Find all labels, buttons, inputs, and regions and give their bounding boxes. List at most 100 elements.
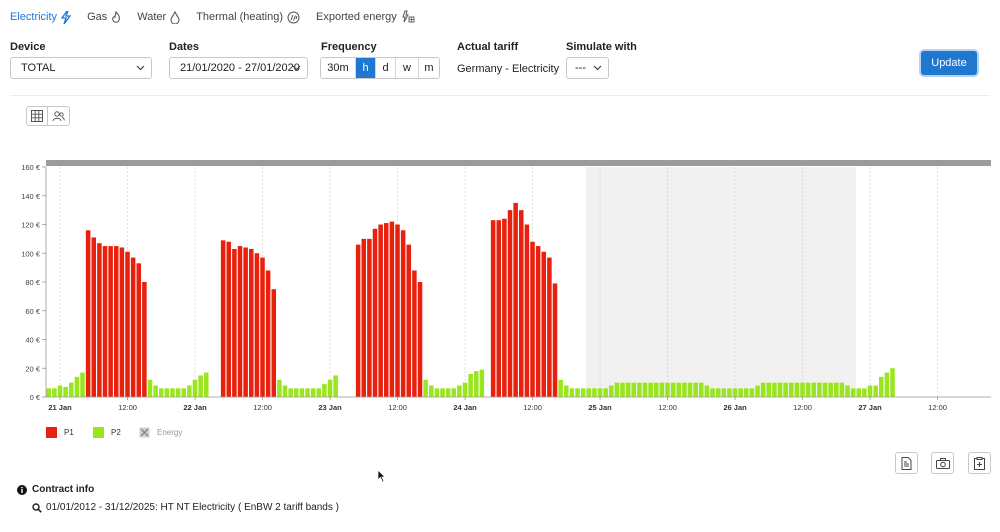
frequency-m[interactable]: m [424, 62, 434, 74]
bar-p1 [91, 237, 97, 397]
bar-p2 [693, 382, 698, 397]
frequency-d[interactable]: d [376, 58, 396, 78]
tab-electricity[interactable]: Electricity [10, 10, 72, 24]
x-tick-label: 21 Jan [48, 403, 72, 412]
tab-thermal[interactable]: Thermal (heating) [196, 10, 300, 24]
frequency-30m[interactable]: 30m [321, 58, 356, 78]
export-document-button[interactable] [895, 452, 918, 474]
device-select[interactable]: TOTAL [10, 57, 152, 79]
legend-p2[interactable]: P2 [93, 427, 121, 438]
consumption-chart: 0 € 20 € 40 € 60 € 80 € 100 € 120 € 140 € 160 € 2… [21, 160, 991, 412]
y-tick-label: 120 € [21, 221, 41, 230]
bar-p1 [136, 263, 142, 397]
bar-p2 [654, 382, 659, 397]
bar-p1 [260, 257, 265, 397]
bar-p1 [400, 230, 406, 397]
bar-p2 [434, 388, 440, 397]
bar-p2 [558, 379, 563, 397]
bar-p2 [822, 382, 828, 397]
bar-p2 [198, 375, 203, 397]
legend-p2-label: P2 [111, 428, 121, 437]
tab-gas[interactable]: Gas [87, 10, 121, 24]
divider [10, 95, 990, 96]
bar-p1 [389, 221, 395, 397]
bar-p2 [704, 385, 710, 397]
users-view-button[interactable] [48, 106, 70, 126]
bar-p1 [130, 257, 136, 397]
bar-p1 [547, 257, 552, 397]
frequency-w[interactable]: w [396, 58, 419, 78]
contract-line[interactable]: 01/01/2012 - 31/12/2025: HT NT Electrici… [32, 502, 339, 513]
bar-p2 [609, 385, 614, 397]
bar-p1 [367, 238, 372, 397]
bar-p2 [625, 382, 631, 397]
simulate-value: --- [575, 62, 586, 74]
bar-p2 [755, 385, 760, 397]
bar-p2 [597, 388, 603, 397]
bar-p2 [74, 376, 80, 397]
contract-info-title: Contract info [17, 484, 94, 495]
bar-p2 [46, 388, 52, 397]
bar-p2 [327, 379, 333, 397]
x-tick-label: 26 Jan [723, 403, 747, 412]
solar-export-icon [402, 10, 415, 23]
bar-p1 [249, 248, 254, 397]
clipboard-add-icon [974, 456, 985, 470]
bar-p2 [457, 385, 462, 397]
bar-p2 [322, 384, 327, 397]
bar-p1 [108, 246, 113, 397]
document-icon [901, 456, 912, 470]
dates-picker[interactable]: 21/01/2020 - 27/01/2020 [169, 57, 308, 79]
y-tick-label: 20 € [25, 364, 40, 373]
x-tick-label: 12:00 [253, 403, 272, 412]
bar-p2 [738, 388, 743, 397]
legend-energy[interactable]: Energy [139, 427, 182, 438]
legend-p1-swatch [46, 427, 57, 438]
update-button[interactable]: Update [921, 51, 977, 75]
bar-p2 [468, 374, 473, 397]
bar-p1 [502, 218, 507, 397]
tab-exported-energy[interactable]: Exported energy [316, 10, 415, 24]
bar-p2 [760, 382, 766, 397]
bar-p2 [794, 382, 800, 397]
device-value: TOTAL [21, 62, 56, 74]
x-tick-label: 12:00 [928, 403, 947, 412]
bar-p2 [423, 379, 428, 397]
legend-p1[interactable]: P1 [46, 427, 74, 438]
legend-energy-label: Energy [157, 428, 183, 437]
bar-p1 [237, 246, 243, 397]
contract-line-text: 01/01/2012 - 31/12/2025: HT NT Electrici… [46, 502, 339, 513]
bar-p2 [277, 379, 282, 397]
bar-p2 [884, 372, 890, 397]
simulate-select[interactable]: --- [566, 57, 609, 79]
screenshot-button[interactable] [931, 452, 954, 474]
legend-energy-hidden-icon [139, 427, 150, 438]
bar-p2 [670, 382, 676, 397]
bar-p2 [63, 386, 68, 397]
table-view-button[interactable] [26, 106, 48, 126]
bar-p2 [744, 388, 749, 397]
x-tick-label: 12:00 [118, 403, 137, 412]
tab-water[interactable]: Water [137, 10, 180, 24]
search-icon [32, 502, 42, 513]
bar-p2 [429, 385, 434, 397]
bar-p2 [839, 382, 845, 397]
bar-p1 [220, 240, 226, 397]
bar-p2 [586, 388, 592, 397]
bar-p2 [592, 388, 597, 397]
bar-p2 [57, 385, 63, 397]
copy-clipboard-button[interactable] [968, 452, 991, 474]
frequency-h[interactable]: h [356, 58, 376, 78]
bar-p2 [445, 388, 451, 397]
bar-p2 [440, 388, 445, 397]
view-toggle-group [26, 106, 70, 126]
frequency-selector: 30m h d w m [320, 57, 440, 79]
bar-p1 [361, 238, 367, 397]
x-tick-label: 12:00 [658, 403, 677, 412]
bar-p2 [772, 382, 777, 397]
bar-p2 [614, 382, 620, 397]
flame-icon [112, 10, 121, 23]
bar-p2 [479, 369, 485, 397]
actual-tariff-value: Germany - Electricity [457, 63, 560, 75]
bar-p2 [659, 382, 665, 397]
